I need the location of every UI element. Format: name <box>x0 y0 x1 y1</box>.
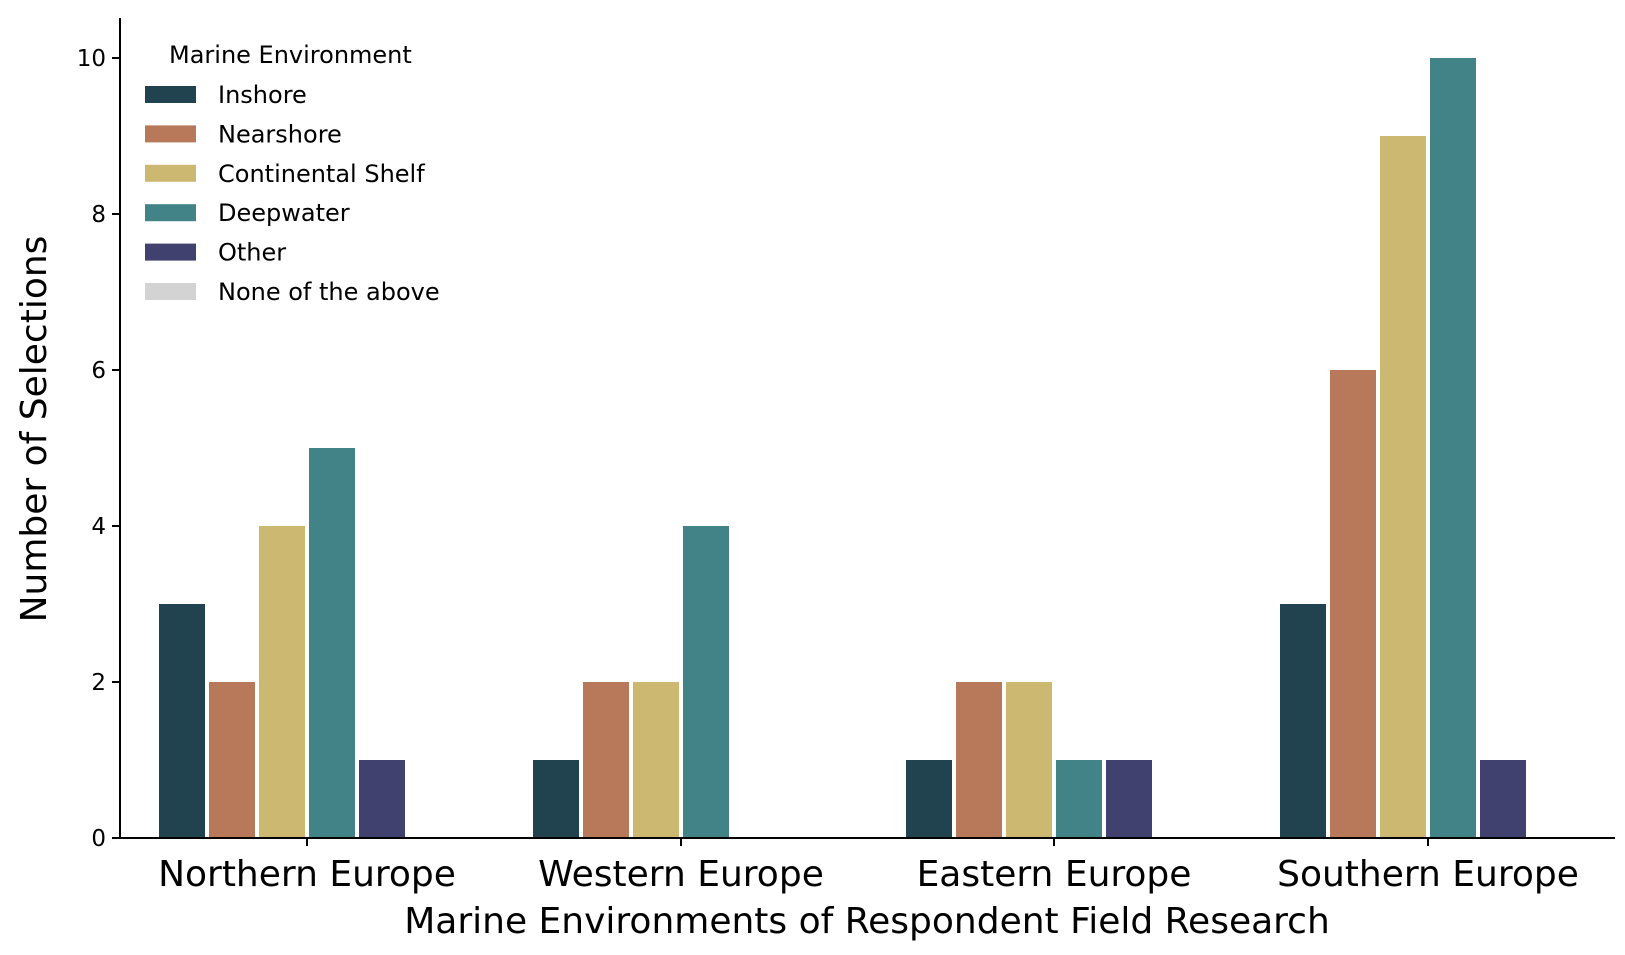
bar-southern-europe-inshore <box>1280 604 1326 838</box>
legend-label-none-of-the-above: None of the above <box>218 278 440 306</box>
bar-eastern-europe-continental-shelf <box>1006 682 1052 838</box>
y-tick-label-6: 6 <box>91 358 106 384</box>
legend-label-inshore: Inshore <box>218 81 307 109</box>
bar-eastern-europe-inshore <box>906 760 952 838</box>
x-tick-label-western-europe: Western Europe <box>538 854 824 895</box>
bar-northern-europe-deepwater <box>309 448 355 838</box>
bar-eastern-europe-other <box>1106 760 1152 838</box>
y-tick-label-0: 0 <box>91 826 106 852</box>
x-tick-label-southern-europe: Southern Europe <box>1277 854 1579 895</box>
legend-swatch-none-of-the-above <box>145 283 196 300</box>
y-tick-label-8: 8 <box>91 202 106 228</box>
bar-northern-europe-continental-shelf <box>259 526 305 838</box>
x-tick-label-northern-europe: Northern Europe <box>158 854 456 895</box>
legend-label-other: Other <box>218 239 286 267</box>
legend-swatch-inshore <box>145 86 196 103</box>
bar-western-europe-continental-shelf <box>633 682 679 838</box>
bar-western-europe-nearshore <box>583 682 629 838</box>
bar-western-europe-deepwater <box>683 526 729 838</box>
bar-western-europe-inshore <box>533 760 579 838</box>
legend-label-continental-shelf: Continental Shelf <box>218 160 425 188</box>
bar-southern-europe-other <box>1480 760 1526 838</box>
bar-northern-europe-inshore <box>159 604 205 838</box>
legend-label-deepwater: Deepwater <box>218 199 350 227</box>
legend-label-nearshore: Nearshore <box>218 120 342 148</box>
bar-eastern-europe-deepwater <box>1056 760 1102 838</box>
bar-southern-europe-continental-shelf <box>1380 136 1426 838</box>
bar-northern-europe-other <box>359 760 405 838</box>
y-axis-title: Number of Selections <box>14 236 55 623</box>
legend-swatch-continental-shelf <box>145 164 196 182</box>
bar-eastern-europe-nearshore <box>956 682 1002 838</box>
legend: Marine Environment Inshore Nearshore Conti… <box>145 41 440 306</box>
x-axis-title: Marine Environments of Respondent Field … <box>404 901 1330 942</box>
legend-swatch-other <box>145 243 196 261</box>
legend-title: Marine Environment <box>169 41 412 69</box>
y-tick-label-10: 10 <box>77 46 106 72</box>
y-tick-label-2: 2 <box>91 670 106 696</box>
x-tick-label-eastern-europe: Eastern Europe <box>917 854 1192 895</box>
x-axis: Northern Europe Western Europe Eastern Eur… <box>119 837 1615 895</box>
bar-southern-europe-deepwater <box>1430 58 1476 838</box>
bar-southern-europe-nearshore <box>1330 370 1376 838</box>
y-tick-label-4: 4 <box>91 514 106 540</box>
legend-swatch-nearshore <box>145 125 196 143</box>
bar-northern-europe-nearshore <box>209 682 255 838</box>
y-axis: 0 2 4 6 8 10 <box>77 18 121 852</box>
bars-group <box>159 58 1526 838</box>
legend-swatch-deepwater <box>145 204 196 222</box>
